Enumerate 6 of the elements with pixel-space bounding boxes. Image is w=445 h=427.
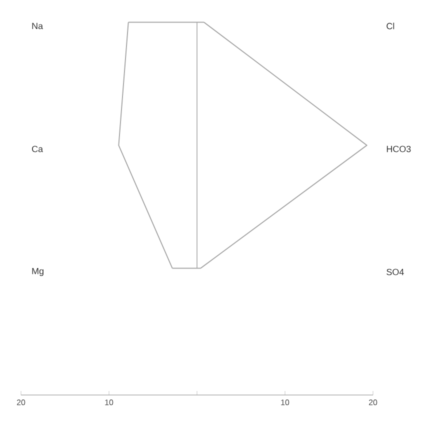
y2-tick-label: HCO3	[386, 146, 411, 152]
y-tick-label: Ca	[32, 146, 44, 152]
y-tick-label: Na	[32, 22, 44, 30]
y2-tick-label: SO4	[386, 268, 404, 276]
y2-tick-label: Cl	[386, 22, 394, 30]
y-tick-label: Mg	[32, 268, 44, 276]
